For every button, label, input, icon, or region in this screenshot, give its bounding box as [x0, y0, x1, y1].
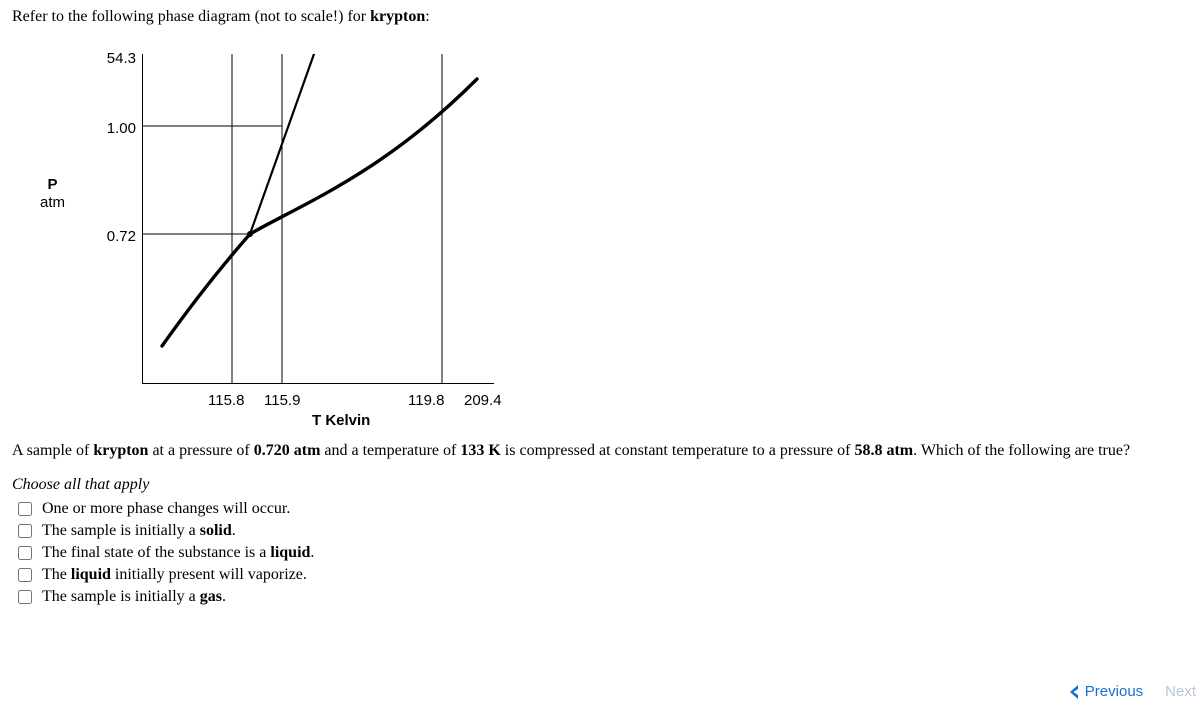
question-text: A sample of krypton at a pressure of 0.7…	[12, 440, 1188, 462]
next-label: Next	[1165, 683, 1196, 700]
chevron-left-icon	[1067, 684, 1081, 700]
intro-text: Refer to the following phase diagram (no…	[12, 8, 1188, 26]
x-tick-label: 119.8	[408, 392, 444, 409]
phase-diagram: P atm T Kelvin 54.3 1.00 0.72 115.8 115.9 11…	[12, 32, 532, 432]
option-checkbox[interactable]	[18, 590, 32, 604]
y-axis-label: P atm	[40, 176, 65, 212]
option-label: The sample is initially a gas.	[42, 588, 226, 606]
y-tick-label: 1.00	[82, 120, 136, 137]
option-checkbox[interactable]	[18, 502, 32, 516]
intro-substance: krypton	[370, 8, 425, 25]
option-row[interactable]: The sample is initially a solid.	[12, 522, 1188, 540]
previous-label: Previous	[1085, 683, 1143, 700]
option-checkbox[interactable]	[18, 524, 32, 538]
option-row[interactable]: The sample is initially a gas.	[12, 588, 1188, 606]
instructions: Choose all that apply	[12, 476, 1188, 494]
option-label: One or more phase changes will occur.	[42, 500, 290, 518]
previous-button[interactable]: Previous	[1067, 683, 1143, 700]
x-tick-label: 115.9	[264, 392, 300, 409]
intro-prefix: Refer to the following phase diagram (no…	[12, 8, 370, 25]
intro-suffix: :	[425, 8, 429, 25]
option-checkbox[interactable]	[18, 568, 32, 582]
options-list: One or more phase changes will occur. The…	[12, 500, 1188, 606]
option-checkbox[interactable]	[18, 546, 32, 560]
nav-buttons: Previous Next	[1067, 683, 1196, 700]
x-tick-label: 115.8	[208, 392, 244, 409]
x-axis-label: T Kelvin	[312, 412, 370, 429]
y-axis-label-p: P	[40, 176, 65, 194]
option-row[interactable]: The final state of the substance is a li…	[12, 544, 1188, 562]
option-row[interactable]: The liquid initially present will vapori…	[12, 566, 1188, 584]
x-tick-label: 209.4	[464, 392, 502, 409]
option-label: The liquid initially present will vapori…	[42, 566, 307, 584]
y-tick-label: 0.72	[82, 228, 136, 245]
next-button[interactable]: Next	[1165, 683, 1196, 700]
option-row[interactable]: One or more phase changes will occur.	[12, 500, 1188, 518]
phase-diagram-plot	[142, 54, 494, 384]
y-axis-label-atm: atm	[40, 194, 65, 212]
option-label: The final state of the substance is a li…	[42, 544, 314, 562]
y-tick-label: 54.3	[82, 50, 136, 67]
option-label: The sample is initially a solid.	[42, 522, 236, 540]
